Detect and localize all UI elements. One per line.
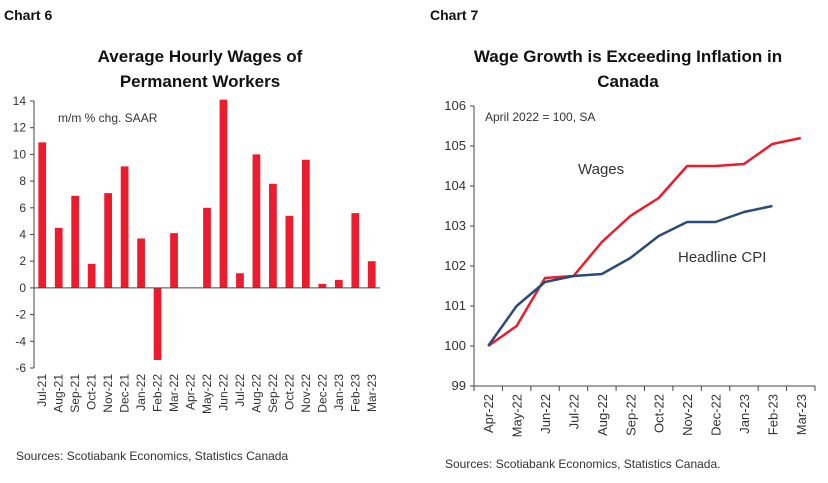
chart-6-y-tick-label: 4 bbox=[19, 228, 26, 242]
chart-7-y-tick-label: 102 bbox=[444, 258, 466, 273]
chart-6-bar-may-22 bbox=[203, 207, 211, 288]
chart-6-x-tick-label: May-22 bbox=[200, 374, 214, 414]
chart-7-x-tick-label: Jul-22 bbox=[566, 394, 581, 429]
chart-7-y-tick-label: 104 bbox=[444, 178, 466, 193]
chart-7-title-line-1: Wage Growth is Exceeding Inflation in bbox=[474, 47, 782, 66]
chart-6-y-tick-label: 6 bbox=[19, 201, 26, 215]
chart-7-series bbox=[487, 136, 802, 348]
chart-6-y-tick-label: 10 bbox=[13, 147, 27, 161]
chart-6-bar-jan-23 bbox=[334, 279, 343, 288]
chart-6-y-tick-label: 12 bbox=[13, 121, 27, 135]
chart-6-x-tick-label: Feb-22 bbox=[151, 374, 165, 412]
chart-6-bar-nov-22 bbox=[301, 159, 310, 288]
chart-6-y-tick-label: 2 bbox=[19, 254, 26, 268]
chart-6-label: Chart 6 bbox=[4, 7, 52, 23]
chart-7-x-tick-label: May-22 bbox=[510, 394, 525, 437]
chart-6-y-tick-label: -4 bbox=[15, 334, 26, 348]
chart-7-source: Sources: Scotiabank Economics, Statistic… bbox=[445, 457, 720, 471]
chart-6-y-tick-label: 0 bbox=[19, 281, 26, 295]
chart-6-bar-jul-22 bbox=[236, 273, 244, 288]
chart-6-y-tick-label: -6 bbox=[15, 361, 26, 375]
chart-7-y-tick-label: 103 bbox=[444, 218, 466, 233]
chart-7-x-tick-label: Sep-22 bbox=[623, 394, 638, 436]
chart-7-y-tick-label: 101 bbox=[444, 298, 466, 313]
chart-7-y-tick-label: 105 bbox=[444, 138, 466, 153]
chart-7-x-tick-label: Apr-22 bbox=[481, 394, 496, 433]
chart-6-x-tick-label: Jul-21 bbox=[35, 374, 49, 407]
chart-7-label: Chart 7 bbox=[430, 7, 478, 23]
chart-6-x-tick-label: Jul-22 bbox=[233, 374, 247, 407]
chart-6-x-axis: Jul-21 Aug-21 Sep-21 Oct-21 Nov-21 Dec-21 Jan-… bbox=[35, 374, 379, 414]
chart-6-x-tick-label: Nov-21 bbox=[101, 374, 115, 413]
chart-6-x-tick-label: Mar-23 bbox=[365, 374, 379, 412]
chart-6-x-tick-label: Apr-22 bbox=[184, 374, 198, 410]
chart-6-x-tick-label: Aug-22 bbox=[249, 374, 263, 413]
chart-6-bar-oct-22 bbox=[285, 215, 294, 288]
chart-7-line-headline-cpi bbox=[487, 204, 773, 347]
chart-6-bar-dec-21 bbox=[120, 166, 129, 288]
chart-7-legend-headline-cpi: Headline CPI bbox=[678, 249, 766, 266]
chart-6-x-tick-label: Oct-22 bbox=[282, 374, 296, 410]
chart-7-y-axis: 99 100 101 102 103 104 105 106 bbox=[444, 98, 474, 393]
chart-6-source: Sources: Scotiabank Economics, Statistic… bbox=[16, 449, 288, 463]
chart-6-bar-jul-21 bbox=[38, 142, 47, 288]
chart-6-bar-sep-21 bbox=[71, 195, 80, 288]
chart-6-bar-nov-21 bbox=[104, 193, 113, 288]
chart-6-title-line-1: Average Hourly Wages of bbox=[98, 47, 303, 66]
chart-6-x-tick-label: Sep-21 bbox=[68, 374, 82, 413]
chart-6-x-tick-label: Jun-22 bbox=[216, 374, 230, 411]
chart-6-y-tick-label: 8 bbox=[19, 174, 26, 188]
chart-6-x-tick-label: Sep-22 bbox=[266, 374, 280, 413]
chart-7-x-tick-label: Jan-23 bbox=[737, 394, 752, 434]
chart-6-x-tick-label: Mar-22 bbox=[167, 374, 181, 412]
chart-6-bar-aug-22 bbox=[252, 154, 261, 288]
chart-7-x-tick-label: Nov-22 bbox=[680, 394, 695, 436]
chart-6-bar-jun-22 bbox=[219, 99, 228, 288]
chart-6: Chart 6 Average Hourly Wages of Permanen… bbox=[4, 7, 380, 463]
chart-7-y-tick-label: 106 bbox=[444, 98, 466, 113]
chart-6-x-tick-label: Dec-22 bbox=[315, 374, 329, 413]
chart-6-bar-feb-23 bbox=[351, 213, 360, 288]
chart-6-bars bbox=[38, 99, 376, 360]
chart-6-y-tick-label: -2 bbox=[15, 308, 26, 322]
chart-7-x-tick-label: Feb-23 bbox=[765, 394, 780, 435]
chart-6-title-line-2: Permanent Workers bbox=[120, 72, 280, 91]
chart-6-y-axis: -6 -4 -2 0 2 4 6 8 10 12 14 bbox=[13, 94, 34, 375]
chart-6-x-tick-label: Nov-22 bbox=[299, 374, 313, 413]
chart-6-bar-dec-22 bbox=[318, 283, 327, 288]
chart-6-bar-sep-22 bbox=[269, 183, 277, 288]
chart-7-title-line-2: Canada bbox=[597, 72, 659, 91]
chart-6-y-tick-label: 14 bbox=[13, 94, 27, 108]
chart-6-bar-jan-22 bbox=[137, 238, 145, 288]
chart-7-annotation: April 2022 = 100, SA bbox=[485, 110, 595, 124]
chart-6-bar-aug-21 bbox=[54, 227, 63, 288]
chart-6-x-tick-label: Feb-23 bbox=[348, 374, 362, 412]
chart-6-x-tick-label: Dec-21 bbox=[118, 374, 132, 413]
chart-6-x-tick-label: Aug-21 bbox=[52, 374, 66, 413]
chart-7-x-tick-label: Aug-22 bbox=[595, 394, 610, 436]
chart-6-bar-mar-22 bbox=[170, 233, 178, 288]
chart-7-x-axis: Apr-22 May-22 Jun-22 Jul-22 Aug-22 Sep-22 Oct-… bbox=[473, 386, 816, 437]
chart-7-x-tick-label: Dec-22 bbox=[709, 394, 724, 436]
chart-6-x-tick-label: Jan-23 bbox=[332, 374, 346, 411]
chart-7-line-wages bbox=[487, 136, 802, 348]
chart-7-x-tick-label: Oct-22 bbox=[652, 394, 667, 433]
chart-7-x-tick-label: Jun-22 bbox=[538, 394, 553, 434]
chart-6-bar-mar-23 bbox=[367, 261, 376, 288]
chart-7-y-tick-label: 99 bbox=[452, 378, 466, 393]
chart-7-y-tick-label: 100 bbox=[444, 338, 466, 353]
chart-7-legend-wages: Wages bbox=[578, 161, 624, 178]
chart-6-bar-oct-21 bbox=[87, 263, 96, 288]
chart-6-bar-feb-22 bbox=[153, 287, 162, 360]
chart-6-x-tick-label: Jan-22 bbox=[134, 374, 148, 411]
chart-7-x-tick-label: Mar-23 bbox=[794, 394, 809, 435]
chart-7: Chart 7 Wage Growth is Exceeding Inflati… bbox=[430, 7, 816, 471]
chart-6-x-tick-label: Oct-21 bbox=[85, 374, 99, 410]
chart-6-annotation: m/m % chg. SAAR bbox=[58, 111, 158, 125]
